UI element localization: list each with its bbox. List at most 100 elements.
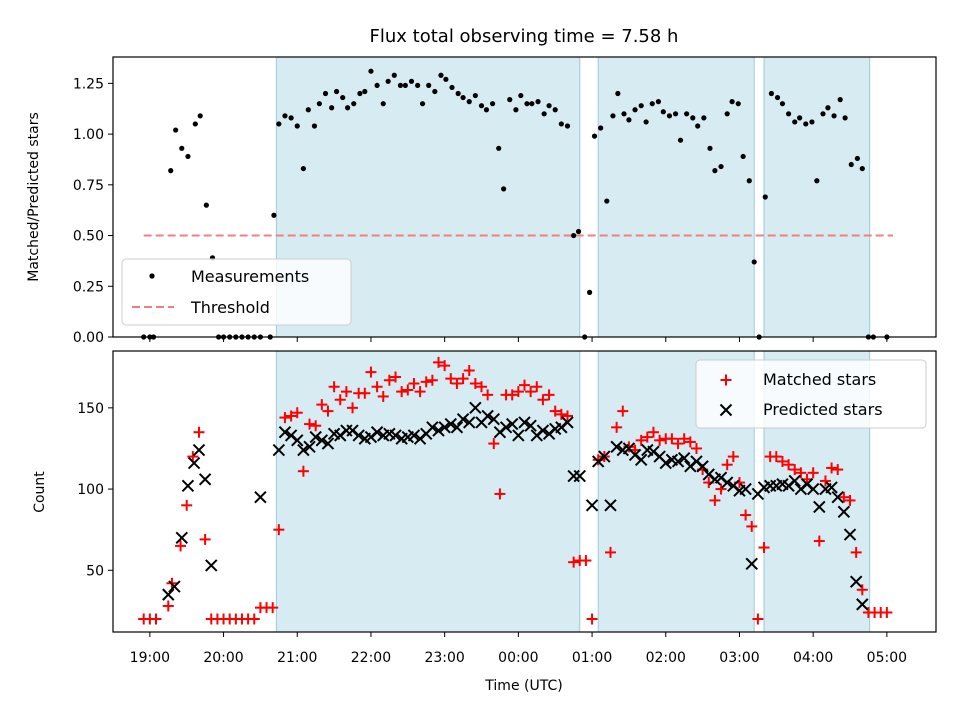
measurement-point <box>529 101 535 107</box>
predicted-star-point <box>463 416 476 429</box>
legend-plus-marker <box>720 374 732 386</box>
predicted-star-point <box>303 440 316 454</box>
x-tick-label: 19:00 <box>130 650 170 666</box>
predicted-star-point <box>181 479 195 493</box>
measurement-points <box>141 68 890 340</box>
measurement-point <box>591 133 598 139</box>
measurement-point <box>746 178 752 184</box>
predicted-star-point <box>438 421 451 434</box>
predicted-star-point <box>198 473 212 486</box>
matched-star-point <box>770 451 782 463</box>
measurement-point <box>564 123 571 129</box>
matched-star-point <box>383 374 395 386</box>
matched-star-point <box>396 386 408 398</box>
measurement-point <box>621 111 627 117</box>
measurement-point <box>643 119 649 125</box>
predicted-star-point <box>456 413 470 426</box>
legend-box <box>695 359 927 429</box>
measurement-point <box>615 90 621 97</box>
measurement-point <box>257 334 264 340</box>
matched-star-point <box>328 381 340 393</box>
measurement-point <box>649 101 655 107</box>
y-tick-label: 100 <box>77 482 104 498</box>
measurement-point <box>610 113 616 119</box>
measurement-point <box>626 117 632 123</box>
matched-star-point <box>684 436 696 448</box>
measurement-point <box>854 155 860 162</box>
measurement-point <box>329 105 335 111</box>
measurement-point <box>518 92 524 99</box>
measurement-point <box>267 334 273 340</box>
matched-star-point <box>457 373 469 385</box>
measurement-point <box>351 101 357 107</box>
top-axes-frame <box>112 56 937 338</box>
matched-star-point <box>414 386 426 398</box>
matched-star-point <box>844 494 856 506</box>
star-count-points <box>138 356 893 625</box>
matched-star-point <box>819 475 831 487</box>
y-tick-label: 0.00 <box>73 330 104 346</box>
measurement-point <box>718 163 724 170</box>
measurement-point <box>233 334 239 340</box>
predicted-star-point <box>168 580 181 593</box>
predicted-star-point <box>585 499 599 512</box>
measurement-point <box>472 92 478 99</box>
measurement-point <box>507 97 513 103</box>
measurement-point <box>251 334 257 340</box>
matched-star-point <box>199 533 211 545</box>
measurement-point <box>820 111 826 117</box>
predicted-star-point <box>604 499 617 512</box>
x-tick-label: 01:00 <box>572 650 612 666</box>
predicted-star-point <box>518 416 531 429</box>
predicted-star-point <box>524 419 537 432</box>
measurement-point <box>316 101 322 107</box>
matched-star-point <box>187 451 199 463</box>
measurement-point <box>362 88 368 95</box>
matched-star-point <box>439 360 451 372</box>
predicted-star-point <box>469 401 482 415</box>
measurement-point <box>141 334 147 340</box>
measurement-point <box>604 198 610 204</box>
measurement-point <box>397 82 404 89</box>
matched-star-point <box>340 386 352 398</box>
measurement-point <box>173 127 179 133</box>
matched-star-point <box>531 381 543 393</box>
matched-star-point <box>586 613 598 625</box>
predicted-star-point <box>788 474 801 488</box>
measurement-point <box>571 232 577 239</box>
measurement-point <box>168 168 174 174</box>
measurement-point <box>227 334 233 340</box>
measurement-point <box>460 94 466 101</box>
matched-star-point <box>795 467 807 479</box>
measurement-point <box>322 90 329 97</box>
measurement-point <box>660 109 666 115</box>
predicted-star-point <box>499 421 513 434</box>
measurement-point <box>684 111 690 117</box>
measurement-point <box>496 145 502 151</box>
measurement-point <box>865 334 872 340</box>
predicted-star-point <box>444 417 458 431</box>
x-tick-label: 22:00 <box>351 650 391 666</box>
measurement-point <box>740 153 746 160</box>
matched-star-point <box>291 407 303 419</box>
x-tick-label: 21:00 <box>277 650 317 666</box>
y-tick-label: 150 <box>77 401 104 417</box>
measurement-point <box>729 99 735 105</box>
matched-star-point <box>783 459 795 471</box>
legend-dot-marker <box>149 273 155 279</box>
matched-star-point <box>181 499 193 511</box>
matched-star-point <box>647 426 659 438</box>
predicted-star-point <box>297 443 310 457</box>
measurement-point <box>374 82 380 89</box>
matched-star-point <box>807 467 819 479</box>
measurement-point <box>294 123 300 129</box>
measurement-point <box>797 115 803 121</box>
measurement-point <box>333 88 340 95</box>
matched-star-point <box>463 364 475 376</box>
measurement-point <box>385 78 391 84</box>
measurement-point <box>672 111 679 117</box>
matched-star-point <box>476 381 488 393</box>
y-tick-label: 1.00 <box>73 127 104 143</box>
measurement-point <box>305 107 311 113</box>
